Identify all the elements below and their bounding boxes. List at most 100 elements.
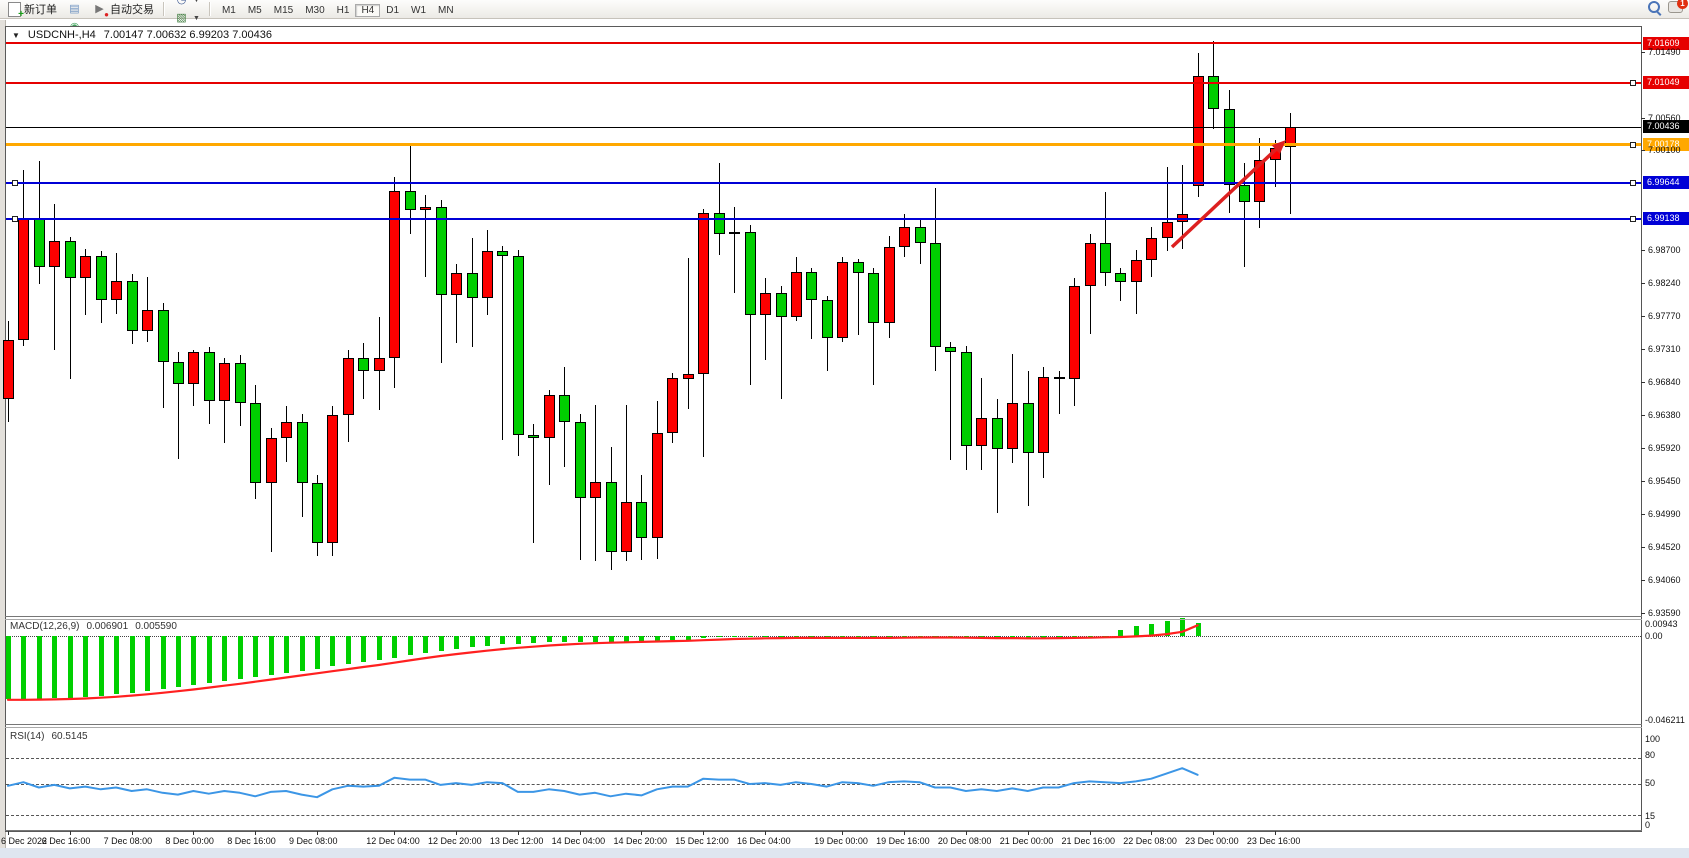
macd-histogram-bar [747,636,753,637]
time-tick-mark [842,831,844,835]
time-tick-mark [579,831,581,835]
price-tick-mark [1641,547,1645,549]
candle [1038,376,1050,453]
candle-wick [177,352,179,460]
candle-wick [811,267,813,339]
timeframe-d1-button[interactable]: D1 [386,5,400,16]
candle-wick [456,264,458,344]
candle [1053,376,1065,380]
candle [651,432,663,539]
macd-histogram-bar [562,636,568,643]
candle [868,272,880,324]
candle [590,481,602,499]
candle-wick [1290,112,1292,215]
periods-button[interactable]: ◷▼ [170,0,204,9]
level-handle[interactable] [12,215,18,222]
timeframe-m15-button[interactable]: M15 [273,5,294,16]
window-bottom-edge [0,848,1689,858]
price-tick-label: 6.95920 [1648,442,1681,453]
candle [219,363,231,402]
candle [451,272,463,295]
macd-histogram-bar [608,636,614,643]
candle [883,247,895,324]
time-label: 23 Dec 16:00 [1246,836,1301,846]
macd-histogram-bar [237,636,243,680]
candle [729,231,741,235]
candle-wick [270,427,272,553]
level-line-7.00178[interactable] [6,143,1641,147]
candle [281,422,293,439]
time-tick-mark [394,831,396,835]
candle-wick [1182,164,1184,249]
candle [312,483,323,544]
timeframe-h4-button[interactable]: H4 [355,4,381,17]
level-handle[interactable] [1630,179,1636,186]
macd-histogram-bar [36,636,42,699]
candle [945,346,957,352]
toolbar-separator [208,2,211,16]
timeframe-h1-button[interactable]: H1 [336,5,350,16]
time-label: 6 Dec 16:00 [41,836,91,846]
candle [95,255,107,300]
price-tick-mark [1641,447,1645,449]
macd-value: 0.006901 [86,621,129,632]
macd-axis-label: -0.046211 [1645,715,1685,725]
macd-histogram-bar [763,636,769,637]
level-handle[interactable] [1630,215,1636,222]
timeframe-m30-button[interactable]: M30 [305,5,325,16]
candle [790,272,802,317]
navigator-icon: ▤ [69,2,80,15]
macd-histogram-bar [824,636,830,638]
timeframe-mn-button[interactable]: MN [438,5,454,16]
collapse-arrow-icon[interactable]: ▼ [12,30,20,40]
level-line-7.01609[interactable] [6,42,1641,45]
price-tick-label: 6.94060 [1648,575,1681,585]
templates-button[interactable]: ▧ ▼ [170,9,204,27]
candle-wick [1120,267,1122,302]
level-handle[interactable] [12,179,18,186]
candle-wick [950,342,952,460]
auto-trading-button[interactable]: ▶ ● 自动交易 [88,0,158,19]
panel-splitter [5,727,1642,728]
level-handle[interactable] [1630,79,1636,86]
macd-histogram-bar [361,636,367,663]
candle-wick [1104,191,1106,286]
rsi-level-50-line [6,784,1641,785]
level-line-7.01049[interactable] [6,81,1641,84]
candle [1239,185,1250,203]
panel-splitter[interactable] [5,616,1642,617]
timeframe-w1-button[interactable]: W1 [411,5,427,16]
panel-splitter[interactable] [5,724,1642,725]
level-line-6.99644[interactable] [6,181,1641,184]
candle-wick [1135,250,1137,314]
macd-histogram-bar [1164,620,1170,636]
navigator-button[interactable]: ▤ [63,0,86,18]
level-handle[interactable] [1630,141,1636,148]
price-level-badge: 6.99138 [1643,212,1689,226]
candle [126,281,138,332]
candle [1099,242,1111,273]
timeframe-m5-button[interactable]: M5 [247,5,262,16]
level-line-6.99138[interactable] [6,217,1641,220]
time-tick-mark [193,831,195,835]
new-order-button[interactable]: + 新订单 [4,0,61,20]
search-icon[interactable] [1648,1,1660,13]
candle-wick [734,207,736,293]
candle [327,415,339,544]
candle-wick [1274,139,1276,188]
candle [142,309,154,332]
time-tick-mark [1274,831,1276,835]
time-label: 20 Dec 08:00 [937,836,992,846]
macd-histogram-bar [1056,636,1062,638]
rsi-level-15-line [6,815,1641,816]
candle [1269,148,1281,160]
chat-icon[interactable]: 1 [1668,0,1688,13]
timeframe-m1-button[interactable]: M1 [221,5,236,16]
candle [682,374,694,380]
price-tick-label: 7.01490 [1648,46,1681,57]
time-label: 15 Dec 12:00 [675,836,729,846]
candle-wick [147,277,149,343]
macd-histogram-bar [1149,623,1155,636]
macd-histogram-bar [515,636,521,644]
new-order-label: 新订单 [24,4,57,16]
